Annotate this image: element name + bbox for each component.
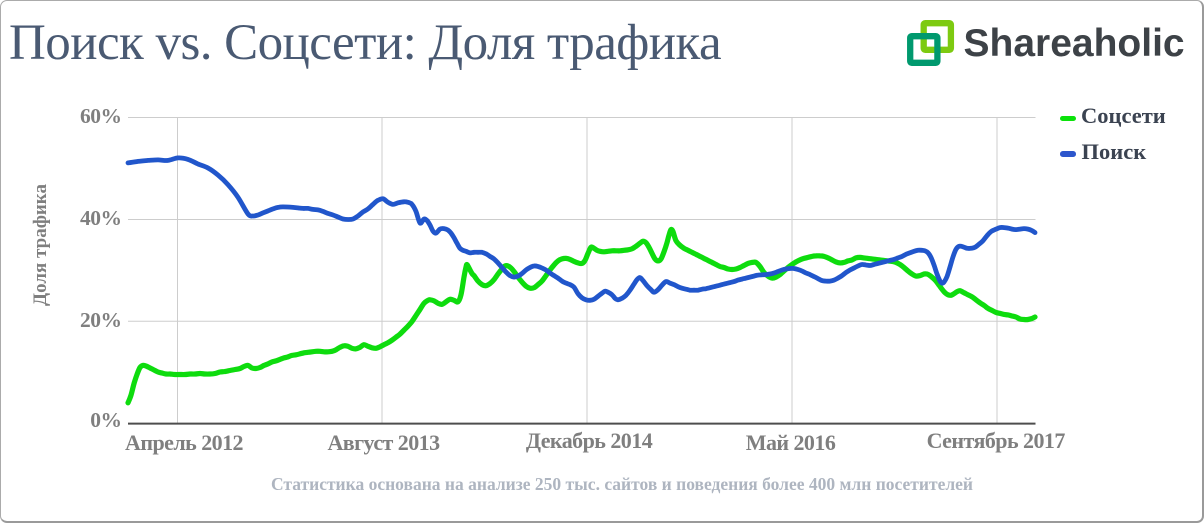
svg-text:Shareaholic: Shareaholic [964, 22, 1185, 65]
